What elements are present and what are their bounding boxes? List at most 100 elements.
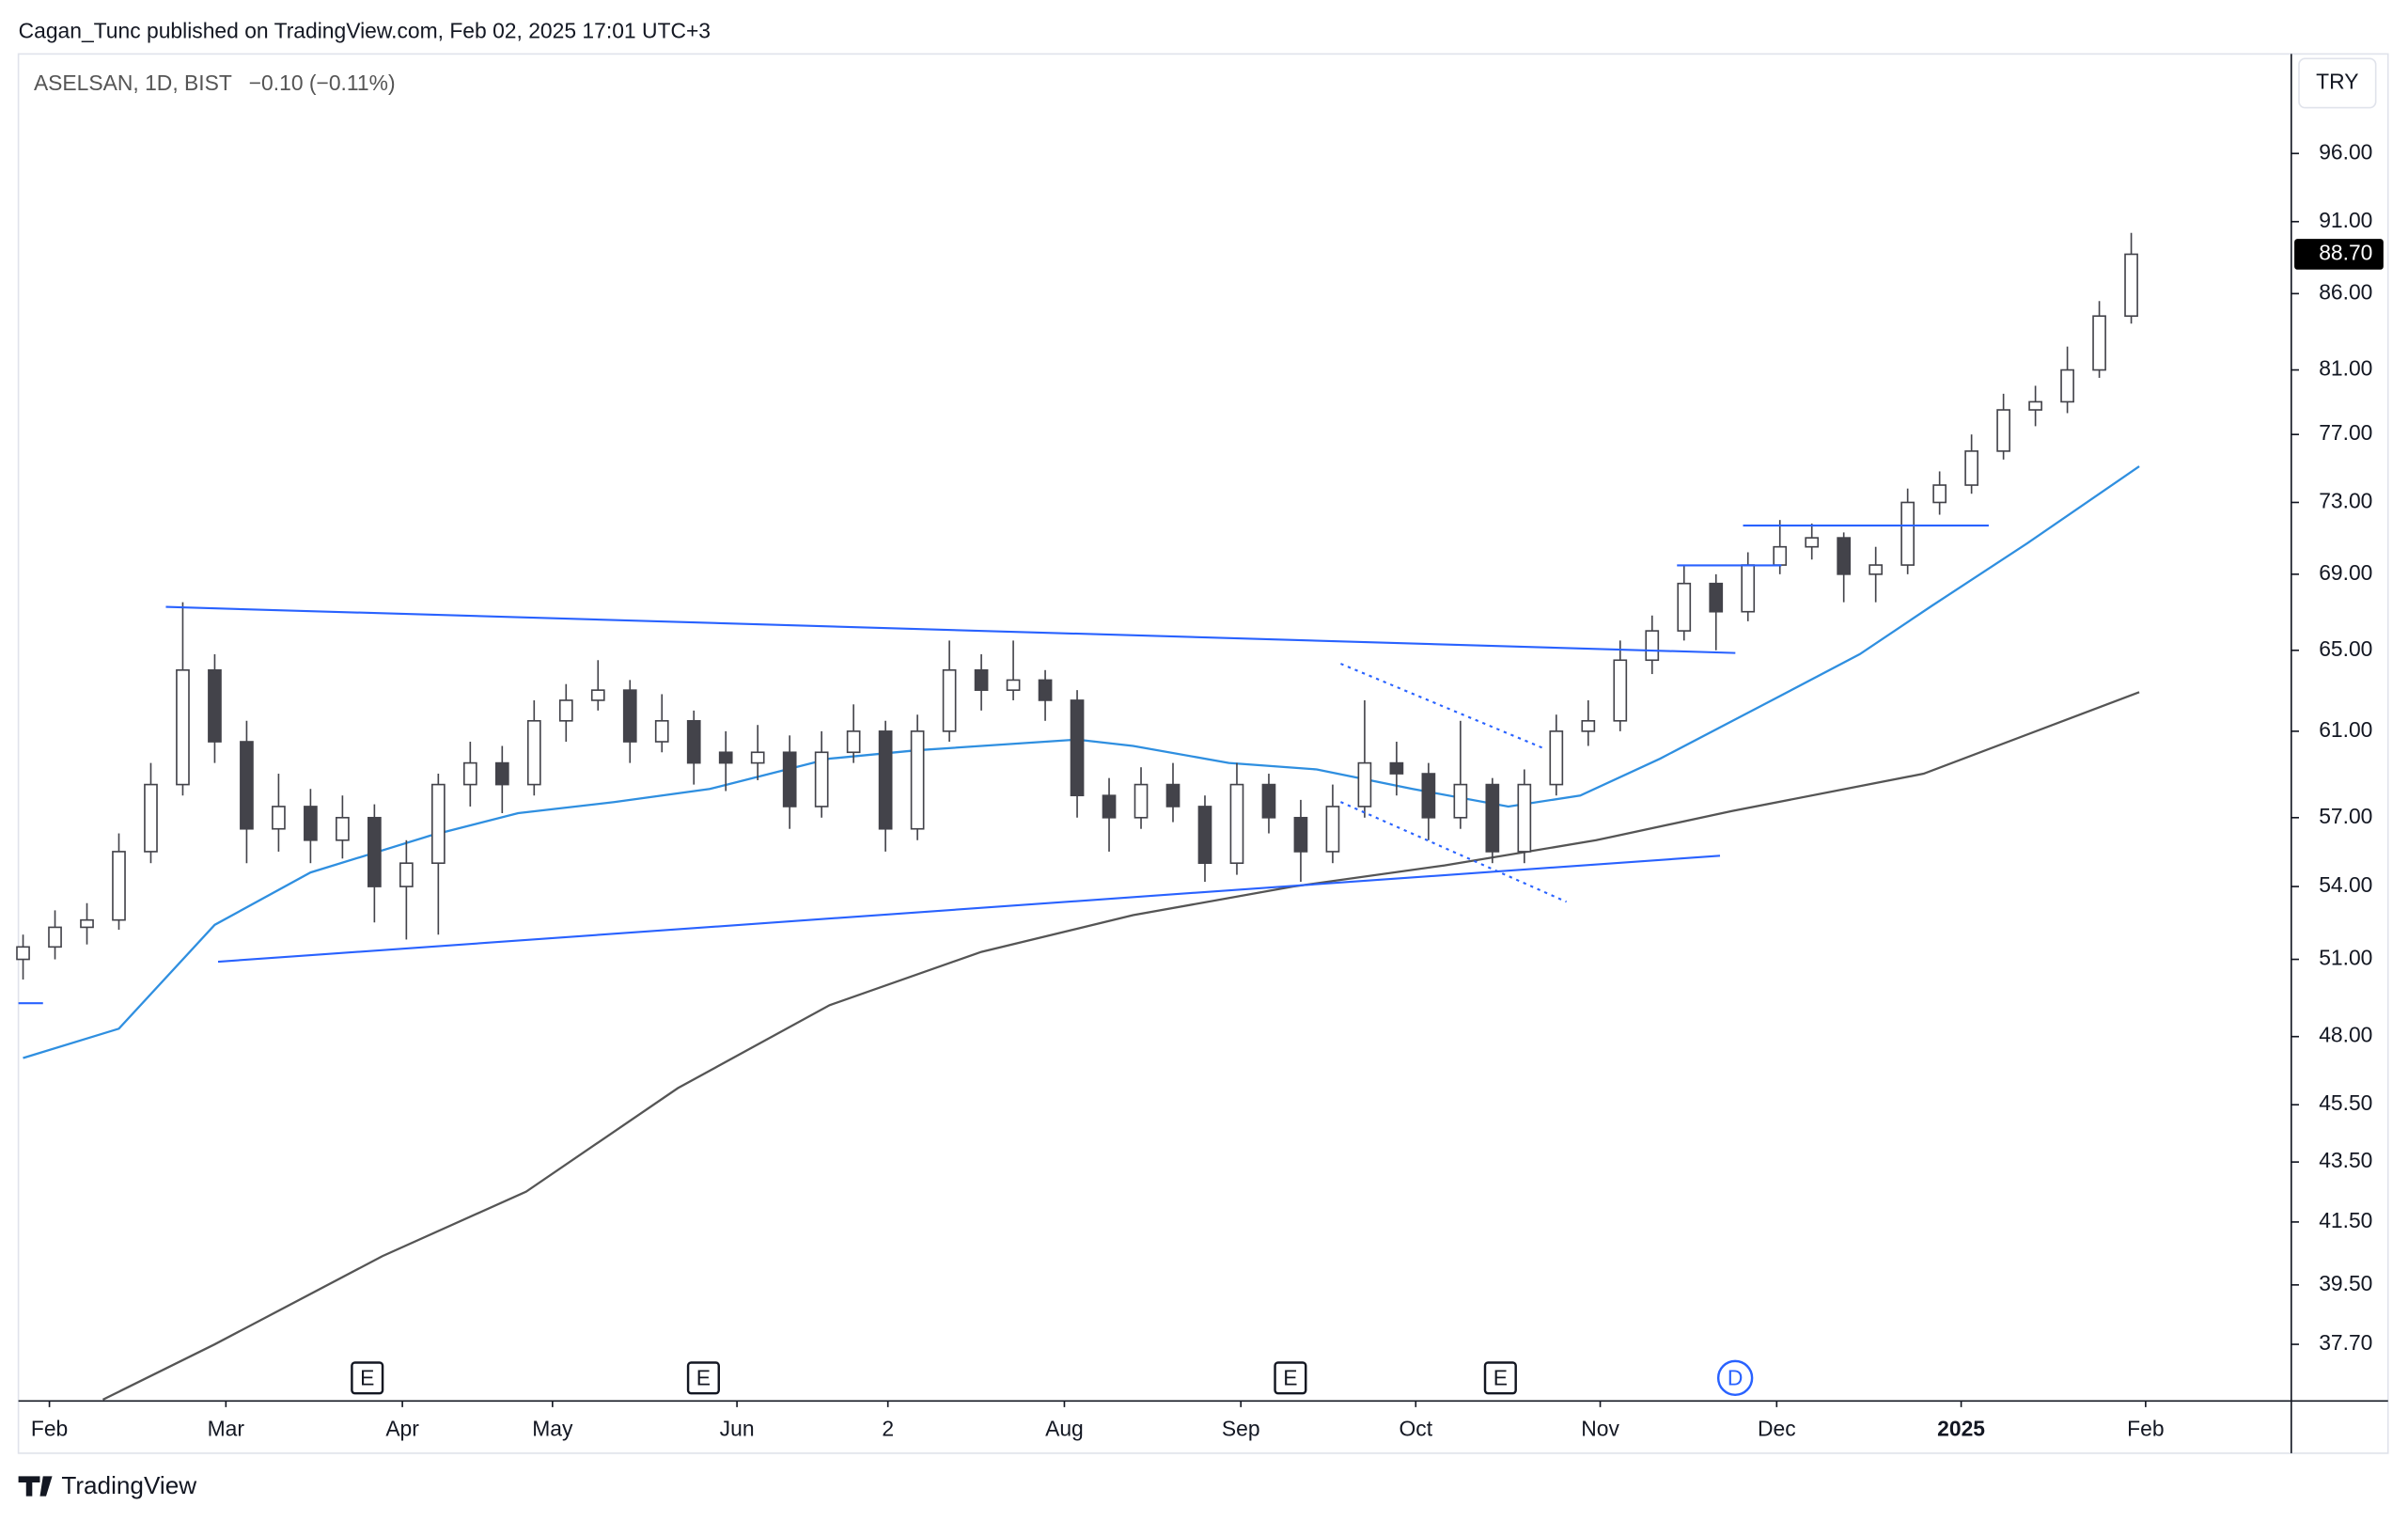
candle-body xyxy=(80,918,94,929)
candle-body xyxy=(1038,679,1053,701)
candle-body xyxy=(1197,806,1212,865)
change: −0.10 (−0.11%) xyxy=(249,71,396,95)
candle-body xyxy=(494,761,509,786)
y-tick-label: 77.00 xyxy=(2319,420,2372,445)
candle-body xyxy=(1485,783,1500,853)
y-tick-label: 48.00 xyxy=(2319,1023,2372,1047)
header: Cagan_Tunc published on TradingView.com,… xyxy=(19,19,711,43)
y-tick-label: 51.00 xyxy=(2319,946,2372,970)
channel-line xyxy=(1340,663,1544,749)
candle-body xyxy=(48,926,62,949)
candle-body xyxy=(2060,368,2074,403)
candle-body xyxy=(1261,783,1276,819)
event-marker xyxy=(1483,1361,1517,1395)
x-tick-label: Nov xyxy=(1581,1416,1619,1440)
trendline xyxy=(217,855,1721,964)
event-marker xyxy=(1274,1361,1307,1395)
currency-box[interactable] xyxy=(2298,57,2377,109)
plot xyxy=(16,232,2140,1401)
moving-average xyxy=(23,465,2140,1059)
candle-body xyxy=(1421,773,1436,819)
candle-body xyxy=(1070,699,1085,797)
logo xyxy=(18,1476,53,1497)
candle-body xyxy=(1517,783,1532,853)
candle-body xyxy=(750,751,765,764)
y-tick-label: 61.00 xyxy=(2319,717,2372,742)
event-marker xyxy=(351,1361,384,1395)
candle-body xyxy=(558,699,573,722)
candle-body xyxy=(1134,783,1149,819)
candle-body xyxy=(304,806,318,841)
y-tick-label: 39.50 xyxy=(2319,1271,2372,1295)
candle-body xyxy=(1102,794,1117,819)
candle-body xyxy=(336,816,350,841)
symbol: ASELSAN, 1D, BIST xyxy=(34,71,232,95)
frame xyxy=(17,53,2389,1454)
candle-body xyxy=(686,719,701,764)
candle-body xyxy=(942,668,957,732)
trendline xyxy=(165,605,1736,654)
channel-line xyxy=(1339,801,1568,903)
y-tick-label: 81.00 xyxy=(2319,356,2372,381)
y-tick-label: 91.00 xyxy=(2319,208,2372,232)
event-label: E xyxy=(360,1366,374,1390)
currency[interactable]: TRY xyxy=(2316,69,2358,93)
candle-body xyxy=(654,719,669,743)
candle-body xyxy=(462,761,477,786)
candle-body xyxy=(112,851,126,921)
x-tick-label: Dec xyxy=(1758,1416,1796,1440)
event-label: E xyxy=(1283,1366,1297,1390)
candle-body xyxy=(1741,564,1756,613)
candle-body xyxy=(1165,783,1181,808)
candle-body xyxy=(782,751,797,808)
x-tick-label: Feb xyxy=(31,1416,68,1440)
candle-body xyxy=(1677,582,1692,632)
candle-body xyxy=(526,719,541,786)
candle-body xyxy=(910,730,925,830)
y-tick-label: 54.00 xyxy=(2319,872,2372,897)
candle-body xyxy=(272,806,286,830)
candle-body xyxy=(2092,315,2106,371)
candle-body xyxy=(718,751,733,764)
candle-body xyxy=(846,730,861,754)
candle-body xyxy=(1805,537,1820,548)
x-tick-label: Mar xyxy=(208,1416,245,1440)
candle-body xyxy=(399,862,414,887)
candle-body xyxy=(144,783,158,853)
x-tick-label: 2025 xyxy=(1937,1416,1985,1440)
candle-body xyxy=(1932,484,1947,504)
candle-body xyxy=(1900,501,1915,566)
x-tick-label: May xyxy=(532,1416,573,1440)
candle-body xyxy=(1453,783,1468,819)
x-tick-label: 2 xyxy=(882,1416,894,1440)
moving-average xyxy=(102,691,2140,1401)
y-tick-label: 65.00 xyxy=(2319,636,2372,661)
y-tick-label: 73.00 xyxy=(2319,489,2372,513)
x-tick-label: Sep xyxy=(1222,1416,1260,1440)
y-tick-label: 96.00 xyxy=(2319,139,2372,164)
candle-body xyxy=(590,689,605,701)
candle-body xyxy=(1613,659,1628,722)
event-marker xyxy=(1716,1359,1754,1397)
candle-body xyxy=(814,751,829,808)
y-tick-label: 69.00 xyxy=(2319,560,2372,585)
candle-body xyxy=(1581,719,1596,732)
candle-body xyxy=(430,783,446,865)
x-tick-label: Oct xyxy=(1399,1416,1433,1440)
y-tick-label: 57.00 xyxy=(2319,804,2372,828)
candle-body xyxy=(1293,816,1308,853)
candle-body xyxy=(622,689,637,743)
footer: TradingView xyxy=(61,1471,196,1499)
candle-body xyxy=(1964,450,1978,486)
candle-body xyxy=(1709,582,1724,613)
x-tick-label: Apr xyxy=(385,1416,419,1440)
candle-body xyxy=(176,668,190,786)
candle-body xyxy=(1996,409,2010,452)
candle-body xyxy=(16,946,30,961)
event-label: E xyxy=(696,1366,711,1390)
candle-body xyxy=(2124,253,2138,318)
y-tick-label: 43.50 xyxy=(2319,1148,2372,1172)
candle-body xyxy=(208,668,222,743)
